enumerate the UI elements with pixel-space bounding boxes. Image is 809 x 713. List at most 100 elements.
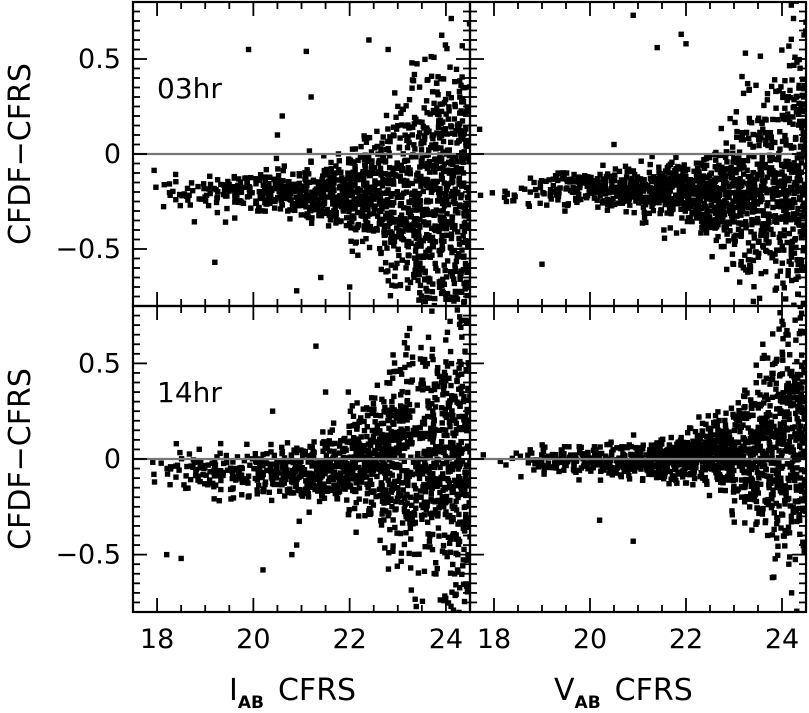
data-point <box>719 152 725 159</box>
data-point <box>662 201 668 208</box>
data-point <box>465 283 470 289</box>
data-point <box>406 401 413 408</box>
data-point <box>444 329 451 336</box>
data-point <box>567 179 573 185</box>
data-point <box>396 418 403 424</box>
data-point <box>413 462 420 468</box>
data-point <box>379 511 385 517</box>
data-point <box>447 497 453 504</box>
data-point <box>202 198 209 204</box>
data-point <box>350 160 356 166</box>
data-point <box>419 377 426 384</box>
data-point <box>743 222 749 229</box>
data-point <box>794 268 800 274</box>
data-point <box>768 83 775 90</box>
data-point <box>432 156 438 163</box>
data-point <box>365 154 372 161</box>
data-point <box>757 197 764 203</box>
data-point <box>383 112 390 119</box>
data-point <box>416 175 423 182</box>
data-point <box>708 202 714 209</box>
data-point <box>377 493 383 499</box>
data-point <box>358 434 364 440</box>
data-point <box>395 103 401 110</box>
data-point <box>759 154 766 160</box>
data-point <box>668 203 675 209</box>
data-point <box>754 485 760 492</box>
data-point <box>687 215 693 221</box>
data-point <box>417 430 424 437</box>
data-point <box>184 193 190 200</box>
data-point <box>718 173 725 179</box>
data-point <box>447 318 453 325</box>
data-point <box>768 165 775 171</box>
data-point <box>738 190 744 196</box>
data-point <box>456 511 462 518</box>
data-point <box>775 203 781 210</box>
data-point <box>287 216 293 222</box>
data-point <box>367 507 373 513</box>
data-point <box>461 546 467 553</box>
data-point <box>306 193 313 200</box>
data-point <box>335 194 341 200</box>
data-point <box>451 530 458 537</box>
data-point <box>387 134 393 140</box>
data-point <box>324 488 331 494</box>
data-point <box>291 181 297 188</box>
data-point <box>750 144 756 150</box>
data-point <box>225 178 231 185</box>
data-point <box>403 514 409 520</box>
data-point <box>414 266 421 273</box>
data-point <box>799 267 805 273</box>
data-point <box>800 248 806 254</box>
data-point <box>442 511 449 518</box>
data-point <box>342 193 348 199</box>
data-point <box>767 157 773 164</box>
data-point <box>676 183 683 189</box>
data-point <box>232 215 238 221</box>
data-point <box>398 499 405 505</box>
data-point <box>453 430 459 436</box>
data-point <box>791 196 797 203</box>
data-point <box>361 136 368 142</box>
data-point <box>386 173 392 180</box>
data-point <box>387 210 393 217</box>
data-point <box>309 463 315 469</box>
data-point <box>448 180 455 186</box>
data-point <box>777 171 784 177</box>
data-point <box>622 195 628 202</box>
data-point <box>760 126 766 132</box>
data-point <box>454 670 459 675</box>
data-point <box>432 239 439 245</box>
data-point <box>294 198 301 204</box>
data-point <box>716 152 722 158</box>
data-point <box>774 273 781 279</box>
data-point <box>631 193 637 199</box>
data-point <box>414 454 421 460</box>
data-point <box>355 157 361 164</box>
data-point <box>344 497 350 503</box>
data-point <box>262 479 269 485</box>
data-point <box>411 274 417 280</box>
data-point <box>218 486 224 493</box>
data-point <box>337 459 344 466</box>
data-point <box>388 236 395 242</box>
data-point <box>739 182 745 188</box>
data-point <box>777 231 784 237</box>
data-point <box>453 66 460 73</box>
data-point <box>674 480 680 486</box>
data-point <box>457 273 463 280</box>
data-point <box>399 257 405 263</box>
data-point <box>646 210 652 217</box>
data-point <box>389 503 395 510</box>
data-point <box>704 187 710 194</box>
data-point <box>350 468 356 474</box>
data-point <box>783 142 789 148</box>
data-point <box>378 522 385 528</box>
data-point <box>440 387 447 394</box>
data-point <box>420 466 426 472</box>
data-point <box>361 193 367 199</box>
data-point <box>770 196 776 202</box>
data-point <box>394 189 401 195</box>
data-point <box>397 282 404 288</box>
